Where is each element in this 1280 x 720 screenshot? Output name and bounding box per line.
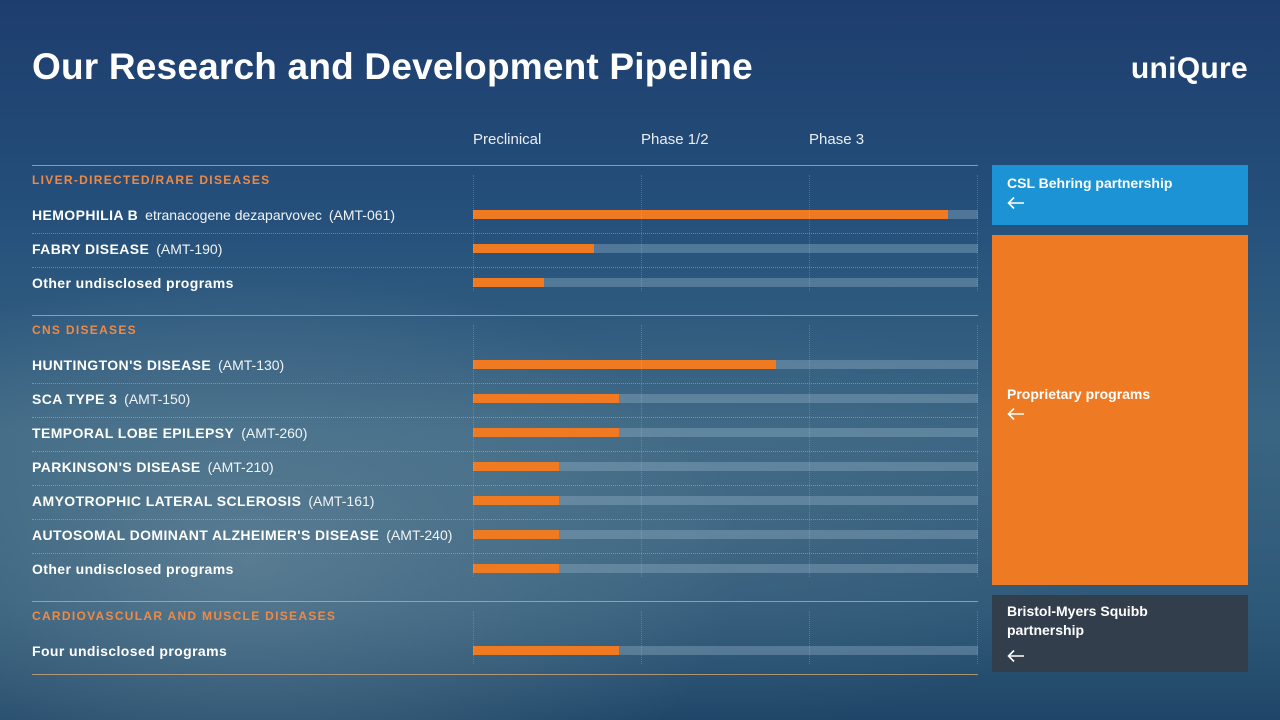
stage-gridline: [809, 175, 810, 291]
partnership-label: CSL Behring partnership: [1007, 175, 1173, 191]
program-code: (AMT-161): [308, 493, 375, 509]
program-name: Four undisclosed programs: [32, 643, 228, 659]
progress-track: [473, 496, 978, 505]
program-name: FABRY DISEASE: [32, 241, 150, 257]
stage-gridline: [473, 175, 474, 291]
program-label: Other undisclosed programs: [32, 561, 234, 577]
progress-track: [473, 278, 978, 287]
program-label: HUNTINGTON'S DISEASE (AMT-130): [32, 357, 284, 373]
program-code: (AMT-260): [241, 425, 308, 441]
progress-bar: [473, 278, 544, 287]
row-divider: [32, 553, 978, 554]
program-name: TEMPORAL LOBE EPILEPSY: [32, 425, 235, 441]
program-name: HEMOPHILIA B: [32, 207, 139, 223]
section-title: CNS DISEASES: [32, 323, 137, 337]
progress-track: [473, 646, 978, 655]
progress-bar: [473, 462, 559, 471]
program-label: AUTOSOMAL DOMINANT ALZHEIMER'S DISEASE (A…: [32, 527, 452, 543]
stage-gridline: [809, 611, 810, 664]
row-divider: [32, 451, 978, 452]
progress-track: [473, 462, 978, 471]
program-label: Other undisclosed programs: [32, 275, 234, 291]
progress-track: [473, 564, 978, 573]
row-divider: [32, 267, 978, 268]
arrow-left-icon: [1007, 407, 1233, 426]
stage-label-phase-3: Phase 3: [809, 131, 865, 148]
progress-bar: [473, 530, 559, 539]
program-name: AUTOSOMAL DOMINANT ALZHEIMER'S DISEASE: [32, 527, 380, 543]
progress-track: [473, 210, 978, 219]
progress-bar: [473, 496, 559, 505]
proprietary-programs-box: Proprietary programs: [992, 235, 1248, 585]
stage-gridline: [473, 325, 474, 577]
program-label: TEMPORAL LOBE EPILEPSY (AMT-260): [32, 425, 307, 441]
section-divider: [32, 674, 978, 675]
program-label: HEMOPHILIA B etranacogene dezaparvovec (AM…: [32, 207, 395, 223]
progress-bar: [473, 428, 619, 437]
program-code: (AMT-210): [207, 459, 274, 475]
program-code: (AMT-061): [328, 207, 395, 223]
progress-track: [473, 530, 978, 539]
progress-bar: [473, 564, 559, 573]
program-name: Other undisclosed programs: [32, 275, 234, 291]
program-code: (AMT-150): [124, 391, 191, 407]
program-label: PARKINSON'S DISEASE (AMT-210): [32, 459, 274, 475]
progress-bar: [473, 394, 619, 403]
progress-track: [473, 360, 978, 369]
row-divider: [32, 485, 978, 486]
progress-bar: [473, 244, 594, 253]
bristol-myers-squibb-partnership-box: Bristol-Myers Squibb partnership: [992, 595, 1248, 672]
row-divider: [32, 417, 978, 418]
program-name: AMYOTROPHIC LATERAL SCLEROSIS: [32, 493, 302, 509]
row-divider: [32, 519, 978, 520]
program-name: Other undisclosed programs: [32, 561, 234, 577]
program-name: PARKINSON'S DISEASE: [32, 459, 201, 475]
stage-gridline: [641, 175, 642, 291]
section-title: LIVER-DIRECTED/RARE DISEASES: [32, 173, 271, 187]
program-label: SCA TYPE 3 (AMT-150): [32, 391, 190, 407]
section-divider: [32, 601, 978, 602]
progress-bar: [473, 360, 776, 369]
progress-track: [473, 394, 978, 403]
stage-gridline: [473, 611, 474, 664]
program-label: AMYOTROPHIC LATERAL SCLEROSIS (AMT-161): [32, 493, 374, 509]
page-title: Our Research and Development Pipeline: [32, 46, 753, 87]
progress-track: [473, 428, 978, 437]
partnership-label: Proprietary programs: [1007, 386, 1151, 402]
arrow-left-icon: [1007, 196, 1233, 215]
program-label: FABRY DISEASE (AMT-190): [32, 241, 222, 257]
stage-gridline: [977, 325, 978, 577]
stage-label-phase-1-2: Phase 1/2: [641, 131, 709, 148]
row-divider: [32, 233, 978, 234]
stage-gridline: [977, 175, 978, 291]
progress-track: [473, 244, 978, 253]
section-divider: [32, 165, 978, 166]
csl-behring-partnership-box: CSL Behring partnership: [992, 165, 1248, 225]
stage-gridline: [641, 611, 642, 664]
program-code: (AMT-130): [218, 357, 285, 373]
arrow-left-icon: [1007, 649, 1233, 668]
program-code: (AMT-190): [156, 241, 223, 257]
program-code: (AMT-240): [386, 527, 453, 543]
partnership-label: Bristol-Myers Squibb partnership: [1007, 603, 1148, 638]
program-name: HUNTINGTON'S DISEASE: [32, 357, 212, 373]
program-name: SCA TYPE 3: [32, 391, 118, 407]
progress-bar: [473, 210, 948, 219]
company-logo: uniQure: [1130, 52, 1248, 85]
program-generic-name: etranacogene dezaparvovec: [145, 207, 322, 223]
stage-label-preclinical: Preclinical: [473, 131, 542, 148]
section-divider: [32, 315, 978, 316]
row-divider: [32, 383, 978, 384]
section-title: CARDIOVASCULAR AND MUSCLE DISEASES: [32, 609, 337, 623]
stage-gridline: [977, 611, 978, 664]
program-label: Four undisclosed programs: [32, 643, 227, 659]
stage-gridline: [641, 325, 642, 577]
progress-bar: [473, 646, 619, 655]
stage-gridline: [809, 325, 810, 577]
